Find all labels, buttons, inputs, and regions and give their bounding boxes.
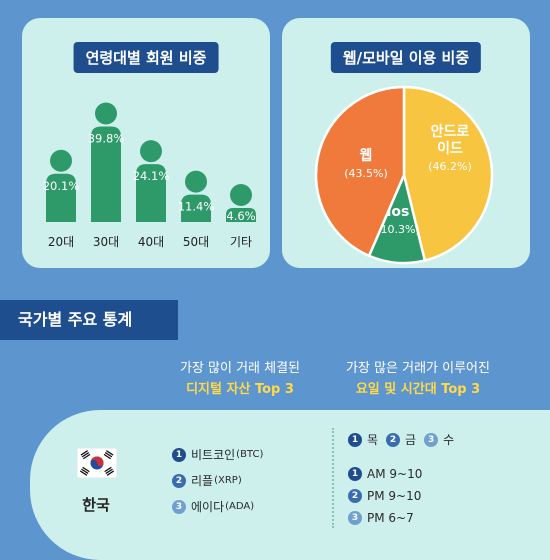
web-panel-title: 웹/모바일 이용 비중 xyxy=(330,42,482,73)
age-bar-head xyxy=(185,170,207,193)
age-distribution-panel: 연령대별 회원 비중 20.1% 20대 39.8% 30대 24.1% 40대 11.4%… xyxy=(22,18,270,268)
age-category-label: 30대 xyxy=(93,235,119,249)
korea-stats-panel xyxy=(30,410,550,560)
days-row: 1 목 2 금 3 수 xyxy=(348,431,462,448)
column-divider xyxy=(332,428,334,528)
korea-flag-icon xyxy=(77,448,117,478)
day-item: 3 수 xyxy=(424,431,454,448)
pie-value-label: (46.2%) xyxy=(428,160,472,173)
rank-badge: 3 xyxy=(348,511,362,525)
times-header-line2: 요일 및 시간대 Top 3 xyxy=(355,382,481,397)
age-value-label: 39.8% xyxy=(88,131,125,145)
time-item: 1 AM 9~10 xyxy=(348,467,422,481)
pie-slice-label: 이드 xyxy=(437,140,463,157)
asset-item: 3 에이다 (ADA) xyxy=(172,498,254,515)
assets-header-line1: 가장 많이 거래 체결된 xyxy=(179,361,301,376)
time-name: PM 9~10 xyxy=(367,489,422,503)
age-bar-head xyxy=(230,184,252,206)
age-category-label: 20대 xyxy=(48,235,74,249)
rank-badge: 1 xyxy=(172,447,186,462)
age-bar-5: 4.6% 기타 xyxy=(226,184,256,249)
rank-badge: 1 xyxy=(348,432,362,447)
age-bar-head xyxy=(140,140,162,163)
asset-ticker: (XRP) xyxy=(214,475,242,486)
pie-slice-2: ios (10.3%) xyxy=(367,171,427,265)
time-name: PM 6~7 xyxy=(367,511,414,525)
pie-slice-label: 안드로 xyxy=(431,123,470,140)
age-bar-body xyxy=(46,173,76,222)
web-mobile-panel: 웹/모바일 이용 비중 안드로 이드 (46.2%) ios (10.3%) 웹 (43.5… xyxy=(282,18,530,268)
pie-slice-label: ios xyxy=(387,204,410,220)
times-header: 가장 많은 거래가 이루어진 요일 및 시간대 Top 3 xyxy=(318,358,518,400)
age-bar-4: 11.4% 50대 xyxy=(178,170,215,249)
pie-slice-shape xyxy=(402,85,494,263)
asset-ticker: (BTC) xyxy=(236,449,264,460)
age-bar-3: 24.1% 40대 xyxy=(133,140,170,249)
age-bar-body xyxy=(181,194,211,222)
age-panel-title: 연령대별 회원 비중 xyxy=(73,42,219,73)
age-category-label: 50대 xyxy=(183,235,209,249)
age-value-label: 4.6% xyxy=(226,209,255,223)
time-name: AM 9~10 xyxy=(367,467,423,481)
age-category-label: 40대 xyxy=(138,235,164,249)
rank-badge: 2 xyxy=(386,432,401,447)
day-name: 목 xyxy=(367,433,379,447)
times-header-line1: 가장 많은 거래가 이루어진 xyxy=(346,361,490,376)
rank-badge: 2 xyxy=(172,473,186,488)
pie-slice-label: 웹 xyxy=(360,148,373,164)
day-name: 금 xyxy=(405,433,417,447)
age-bar-1: 20.1% 20대 xyxy=(43,149,80,249)
assets-header-line2: 디지털 자산 Top 3 xyxy=(186,382,294,397)
rank-badge: 1 xyxy=(348,467,362,481)
age-value-label: 11.4% xyxy=(178,200,215,214)
asset-item: 2 리플 (XRP) xyxy=(172,472,242,489)
age-value-label: 24.1% xyxy=(133,169,170,183)
day-item: 1 목 xyxy=(348,431,378,448)
age-bar-head xyxy=(95,102,117,125)
pie-value-label: (43.5%) xyxy=(344,167,388,180)
rank-badge: 3 xyxy=(172,499,186,514)
pie-value-label: (10.3%) xyxy=(376,223,420,236)
asset-ticker: (ADA) xyxy=(225,501,255,512)
day-name: 수 xyxy=(443,433,455,447)
country-label: 한국 xyxy=(82,496,110,514)
pie-slice-shape xyxy=(314,85,406,258)
age-value-label: 20.1% xyxy=(43,179,80,193)
age-bar-body xyxy=(226,208,256,222)
age-bar-body xyxy=(91,126,121,222)
age-bar-head xyxy=(50,149,72,172)
asset-item: 1 비트코인 (BTC) xyxy=(172,446,263,463)
time-item: 2 PM 9~10 xyxy=(348,489,421,503)
country-stats-title: 국가별 주요 통계 xyxy=(0,300,178,340)
pie-slice-3: 웹 (43.5%) xyxy=(314,85,406,258)
time-item: 3 PM 6~7 xyxy=(348,511,414,525)
rank-badge: 2 xyxy=(348,489,362,503)
assets-header: 가장 많이 거래 체결된 디지털 자산 Top 3 xyxy=(150,358,330,400)
age-bar-chart: 20.1% 20대 39.8% 30대 24.1% 40대 11.4% 50대 4.6% 기타 xyxy=(43,102,256,249)
asset-name: 에이다 xyxy=(191,500,225,514)
age-bar-body xyxy=(136,164,166,222)
age-bar-2: 39.8% 30대 xyxy=(88,102,125,249)
rank-badge: 3 xyxy=(424,432,439,447)
age-category-label: 기타 xyxy=(230,235,252,249)
asset-name: 비트코인 xyxy=(191,448,236,462)
asset-name: 리플 xyxy=(191,474,214,488)
day-item: 2 금 xyxy=(386,431,416,448)
